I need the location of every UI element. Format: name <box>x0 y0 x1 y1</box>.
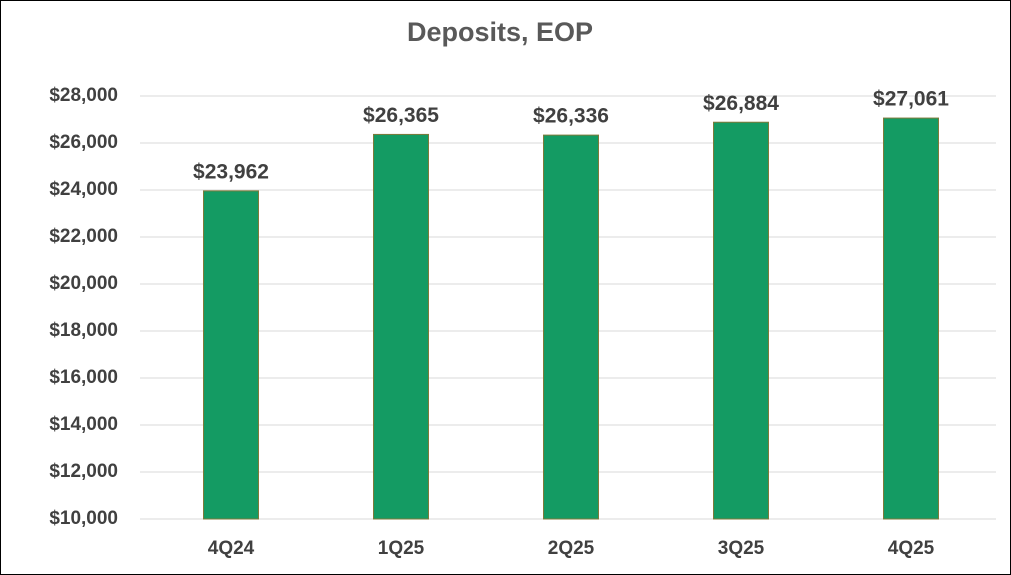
y-tick-label: $10,000 <box>49 508 118 529</box>
y-tick-label: $12,000 <box>49 461 118 482</box>
data-label: $26,365 <box>363 104 439 127</box>
x-tick-label: 2Q25 <box>548 538 595 559</box>
x-tick-label: 1Q25 <box>378 538 425 559</box>
bar <box>713 121 769 520</box>
x-tick-label: 3Q25 <box>718 538 765 559</box>
data-label: $26,884 <box>703 92 779 115</box>
y-tick-label: $28,000 <box>49 85 118 106</box>
y-tick-label: $22,000 <box>49 226 118 247</box>
y-tick-label: $18,000 <box>49 320 118 341</box>
data-label: $26,336 <box>533 105 609 128</box>
bar <box>203 190 259 520</box>
bar <box>373 133 429 520</box>
bar <box>883 117 939 520</box>
y-tick-label: $24,000 <box>49 179 118 200</box>
y-tick-label: $26,000 <box>49 132 118 153</box>
x-tick-label: 4Q24 <box>208 538 255 559</box>
chart-title: Deposits, EOP <box>407 17 593 47</box>
data-label: $27,061 <box>873 88 949 111</box>
y-tick-label: $14,000 <box>49 414 118 435</box>
x-tick-label: 4Q25 <box>888 538 935 559</box>
y-tick-label: $20,000 <box>49 273 118 294</box>
bar <box>543 134 599 520</box>
data-label: $23,962 <box>193 160 269 183</box>
y-tick-label: $16,000 <box>49 367 118 388</box>
